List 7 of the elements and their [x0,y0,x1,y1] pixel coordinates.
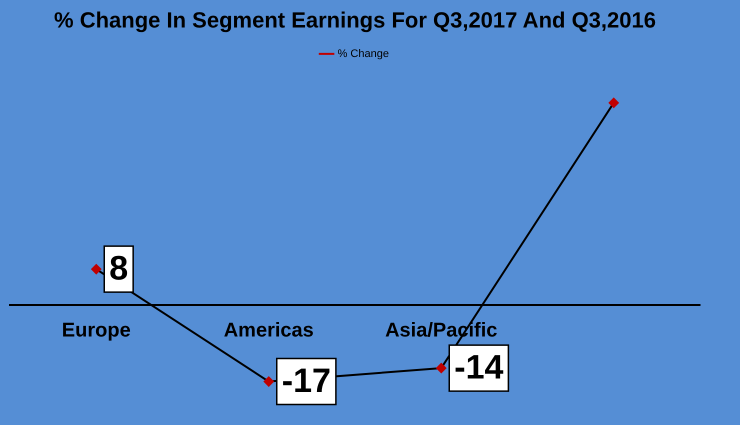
data-label: -14 [454,348,504,386]
chart-title: % Change In Segment Earnings For Q3,2017 And Q3,2016 [54,7,656,32]
data-label: 8 [109,250,128,288]
legend-label: % Change [338,48,389,60]
data-label: -17 [282,362,331,400]
x-tick-label: Americas [224,320,314,342]
x-tick-label: Europe [62,320,131,342]
